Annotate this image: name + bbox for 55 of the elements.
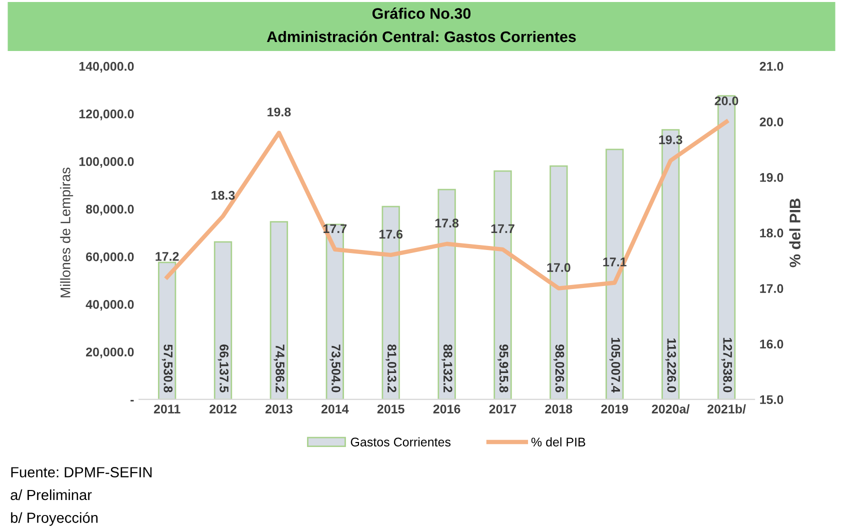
x-tick-label: 2017 <box>489 404 516 414</box>
chart-subtitle: Administración Central: Gastos Corrientes <box>266 30 576 42</box>
data-label: 74,586.2 <box>274 344 284 392</box>
x-tick-label: 2011 <box>154 404 180 414</box>
data-label: 20.0 <box>714 96 738 106</box>
data-label: 17.0 <box>547 263 570 272</box>
data-label: 73,504.0 <box>330 344 340 392</box>
legend-label: Gastos Corrientes <box>350 437 451 446</box>
y-tick-label: 60,000.0 <box>86 252 134 264</box>
x-tick-label: 2021b/ <box>707 404 746 414</box>
x-tick-label: 2019 <box>601 404 628 414</box>
y2-tick-label: 16.0 <box>760 340 784 348</box>
data-label: 17.2 <box>156 252 179 261</box>
source-note: Fuente: DPMF-SEFIN <box>11 467 152 478</box>
y-tick-label: 80,000.0 <box>86 204 134 216</box>
x-tick-label: 2015 <box>377 404 404 414</box>
y-tick-label: - <box>130 400 134 402</box>
y-tick-label: 40,000.0 <box>86 300 134 311</box>
x-tick-label: 2020a/ <box>652 404 690 414</box>
y-tick-label: 140,000.0 <box>79 62 134 73</box>
x-tick-label: 2016 <box>433 404 460 414</box>
data-label: 66,137.5 <box>218 344 229 392</box>
y-tick-label: 20,000.0 <box>86 348 134 358</box>
y2-tick-label: 15.0 <box>760 395 784 404</box>
y2-tick-label: 20.0 <box>760 117 784 126</box>
y2-axis-title: % del PIB <box>789 198 800 268</box>
y-axis-title: Millones de Lempiras <box>60 168 74 298</box>
x-tick-label: 2018 <box>545 404 572 414</box>
legend-label: % del PIB <box>531 437 586 446</box>
data-label: 17.6 <box>379 230 403 239</box>
data-label: 95,915.8 <box>498 344 508 392</box>
data-label: 17.8 <box>435 218 459 228</box>
y2-tick-label: 21.0 <box>760 62 784 71</box>
text: b/ Proyección <box>11 512 98 526</box>
y-tick-label: 100,000.0 <box>79 157 134 168</box>
y-tick-label: 120,000.0 <box>79 110 134 120</box>
data-label: 19.3 <box>659 135 682 144</box>
data-label: 18.3 <box>212 190 235 200</box>
data-label: 105,007.4 <box>609 338 620 393</box>
y2-tick-label: 17.0 <box>760 284 784 293</box>
x-tick-label: 2014 <box>321 404 349 414</box>
x-tick-label: 2013 <box>265 404 292 414</box>
data-label: 127,538.0 <box>721 338 732 392</box>
data-label: 98,026.6 <box>554 344 564 392</box>
x-tick-label: 2012 <box>210 404 236 414</box>
chart-title: Gráfico No.30 <box>372 8 471 19</box>
data-label: 88,132.2 <box>442 344 452 392</box>
data-label: 57,530.8 <box>162 344 173 392</box>
y2-tick-label: 18.0 <box>760 228 784 238</box>
y2-tick-label: 19.0 <box>760 173 784 182</box>
data-label: 113,226.0 <box>665 338 676 392</box>
data-label: 19.8 <box>268 108 291 116</box>
data-label: 17.7 <box>491 224 514 233</box>
data-label: 81,013.2 <box>386 344 396 392</box>
text: a/ Preliminar <box>10 489 92 500</box>
